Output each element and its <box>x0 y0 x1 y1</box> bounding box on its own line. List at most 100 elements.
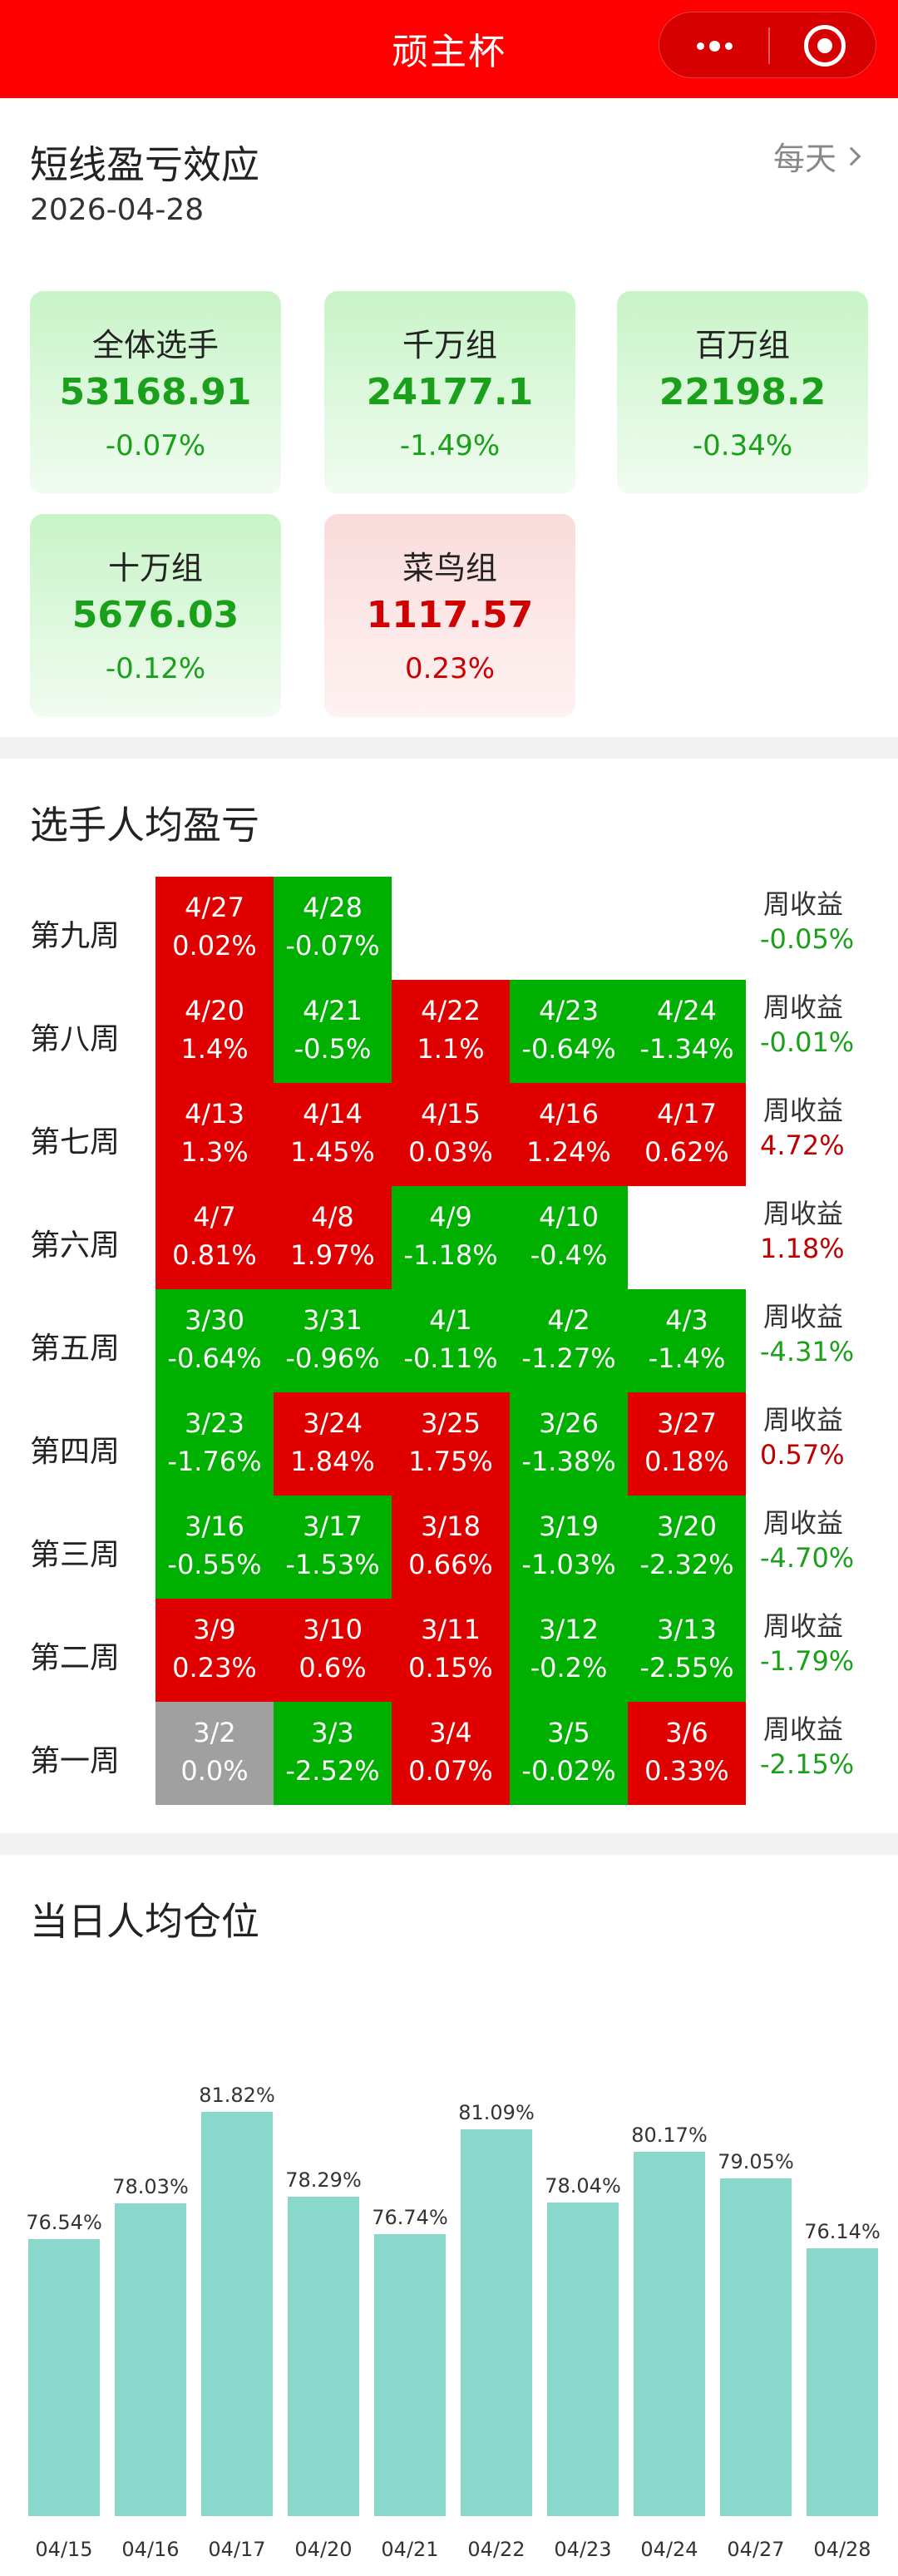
week-return-label: 周收益 <box>763 1404 844 1436</box>
day-pct: 0.66% <box>408 1549 493 1580</box>
day-cell[interactable]: 3/20 -2.32% <box>628 1496 746 1599</box>
day-cell[interactable]: 4/22 1.1% <box>392 980 510 1083</box>
x-tick-label: 04/22 <box>467 2538 525 2561</box>
frequency-selector[interactable]: 每天 <box>773 133 861 179</box>
day-pct: -0.07% <box>285 930 380 962</box>
bar-mark[interactable] <box>720 2178 792 2516</box>
week-row: 第五周 3/30 -0.64% 3/31 -0.96% 4/1 -0.11% 4/2 -1.27… <box>0 1289 898 1392</box>
group-card[interactable]: 全体选手 53168.91 -0.07% <box>30 291 281 494</box>
more-dots-icon[interactable] <box>689 21 739 71</box>
day-cell[interactable]: 4/13 1.3% <box>155 1083 274 1186</box>
day-date: 3/9 <box>193 1614 236 1645</box>
day-cell[interactable]: 4/17 0.62% <box>628 1083 746 1186</box>
day-cell[interactable]: 3/31 -0.96% <box>274 1289 392 1392</box>
group-change: -1.49% <box>399 429 501 462</box>
week-row: 第九周 4/27 0.02% 4/28 -0.07% 周收益 -0.05% <box>0 877 898 980</box>
day-cell[interactable]: 3/30 -0.64% <box>155 1289 274 1392</box>
bar-mark[interactable] <box>28 2238 100 2516</box>
day-pct: 0.6% <box>299 1652 367 1684</box>
day-cell[interactable]: 4/1 -0.11% <box>392 1289 510 1392</box>
day-cell[interactable]: 4/2 -1.27% <box>510 1289 628 1392</box>
day-cell[interactable]: 3/24 1.84% <box>274 1392 392 1496</box>
day-cell[interactable]: 3/11 0.15% <box>392 1599 510 1702</box>
bar-mark[interactable] <box>634 2151 705 2516</box>
day-date: 3/18 <box>421 1510 481 1542</box>
x-tick-label: 04/16 <box>121 2538 180 2561</box>
group-card[interactable]: 千万组 24177.1 -1.49% <box>324 291 575 494</box>
week-name: 第一周 <box>30 1744 121 1778</box>
day-cell[interactable]: 3/25 1.75% <box>392 1392 510 1496</box>
day-date: 3/24 <box>303 1407 363 1439</box>
day-date: 3/6 <box>665 1717 708 1748</box>
day-cell[interactable]: 3/3 -2.52% <box>274 1702 392 1805</box>
day-cell[interactable]: 3/19 -1.03% <box>510 1496 628 1599</box>
day-cell[interactable]: 3/23 -1.76% <box>155 1392 274 1496</box>
day-cell[interactable]: 3/26 -1.38% <box>510 1392 628 1496</box>
day-cell[interactable]: 3/13 -2.55% <box>628 1599 746 1702</box>
day-cell[interactable]: 4/20 1.4% <box>155 980 274 1083</box>
day-cell[interactable]: 3/17 -1.53% <box>274 1496 392 1599</box>
bar-mark[interactable] <box>115 2203 186 2516</box>
day-pct: -0.4% <box>530 1239 608 1271</box>
day-pct: -2.55% <box>639 1652 734 1684</box>
group-card[interactable]: 百万组 22198.2 -0.34% <box>617 291 868 494</box>
bar-value-label: 81.09% <box>458 2101 535 2125</box>
target-close-icon[interactable] <box>804 25 846 67</box>
day-cell[interactable]: 4/23 -0.64% <box>510 980 628 1083</box>
week-name: 第七周 <box>30 1125 121 1159</box>
day-cell[interactable]: 4/3 -1.4% <box>628 1289 746 1392</box>
day-date: 3/20 <box>657 1510 717 1542</box>
day-cell[interactable]: 4/27 0.02% <box>155 877 274 980</box>
week-name: 第六周 <box>30 1229 121 1263</box>
day-cell[interactable]: 3/4 0.07% <box>392 1702 510 1805</box>
day-cell[interactable]: 3/2 0.0% <box>155 1702 274 1805</box>
day-cell[interactable]: 3/18 0.66% <box>392 1496 510 1599</box>
bar-mark[interactable] <box>374 2233 446 2516</box>
bar-mark[interactable] <box>461 2129 532 2516</box>
week-return-value: 0.57% <box>760 1439 845 1471</box>
bar-mark[interactable] <box>288 2197 359 2516</box>
day-cell[interactable]: 4/24 -1.34% <box>628 980 746 1083</box>
day-cell[interactable]: 4/28 -0.07% <box>274 877 392 980</box>
day-cell[interactable]: 4/16 1.24% <box>510 1083 628 1186</box>
day-pct: 0.0% <box>180 1755 249 1787</box>
day-cell[interactable]: 3/10 0.6% <box>274 1599 392 1702</box>
day-pct: 0.62% <box>644 1136 729 1168</box>
weekly-pnl-section: 选手人均盈亏 第九周 4/27 0.02% 4/28 -0.07% 周收益 -0.05% 第八… <box>0 759 898 1833</box>
group-card[interactable]: 十万组 5676.03 -0.12% <box>30 514 281 717</box>
group-card[interactable]: 菜鸟组 1117.57 0.23% <box>324 514 575 717</box>
group-name: 全体选手 <box>91 327 219 363</box>
day-date: 4/24 <box>657 995 717 1026</box>
day-date: 4/2 <box>547 1304 590 1336</box>
day-date: 4/7 <box>193 1201 236 1233</box>
day-cell[interactable]: 4/8 1.97% <box>274 1186 392 1289</box>
bar-value-label: 76.74% <box>372 2205 448 2229</box>
day-cell[interactable]: 3/5 -0.02% <box>510 1702 628 1805</box>
x-tick-label: 04/21 <box>381 2538 439 2561</box>
bar-mark[interactable] <box>547 2203 619 2516</box>
day-date: 3/23 <box>185 1407 244 1439</box>
profit-effect-section: 短线盈亏效应 2026-04-28 每天 全体选手 53168.91 -0.07% 千… <box>0 98 898 737</box>
day-cell[interactable]: 3/27 0.18% <box>628 1392 746 1496</box>
title-bar: 顽主杯 <box>0 0 898 98</box>
day-cell[interactable]: 3/6 0.33% <box>628 1702 746 1805</box>
day-cell[interactable]: 4/21 -0.5% <box>274 980 392 1083</box>
day-cell[interactable]: 3/16 -0.55% <box>155 1496 274 1599</box>
day-date: 4/20 <box>185 995 244 1026</box>
group-value: 24177.1 <box>366 371 534 413</box>
day-cell[interactable]: 4/10 -0.4% <box>510 1186 628 1289</box>
day-cell[interactable]: 3/9 0.23% <box>155 1599 274 1702</box>
group-change: 0.23% <box>404 652 495 685</box>
day-pct: 0.81% <box>172 1239 257 1271</box>
day-cell[interactable]: 3/12 -0.2% <box>510 1599 628 1702</box>
week-return-label: 周收益 <box>763 1713 844 1745</box>
day-date: 4/22 <box>421 995 481 1026</box>
bar-mark[interactable] <box>201 2112 273 2516</box>
bar-mark[interactable] <box>807 2248 878 2516</box>
day-date: 3/5 <box>547 1717 590 1748</box>
day-cell[interactable]: 4/15 0.03% <box>392 1083 510 1186</box>
day-cell[interactable]: 4/7 0.81% <box>155 1186 274 1289</box>
day-cell[interactable]: 4/14 1.45% <box>274 1083 392 1186</box>
bar-value-label: 76.54% <box>26 2210 102 2234</box>
day-cell[interactable]: 4/9 -1.18% <box>392 1186 510 1289</box>
